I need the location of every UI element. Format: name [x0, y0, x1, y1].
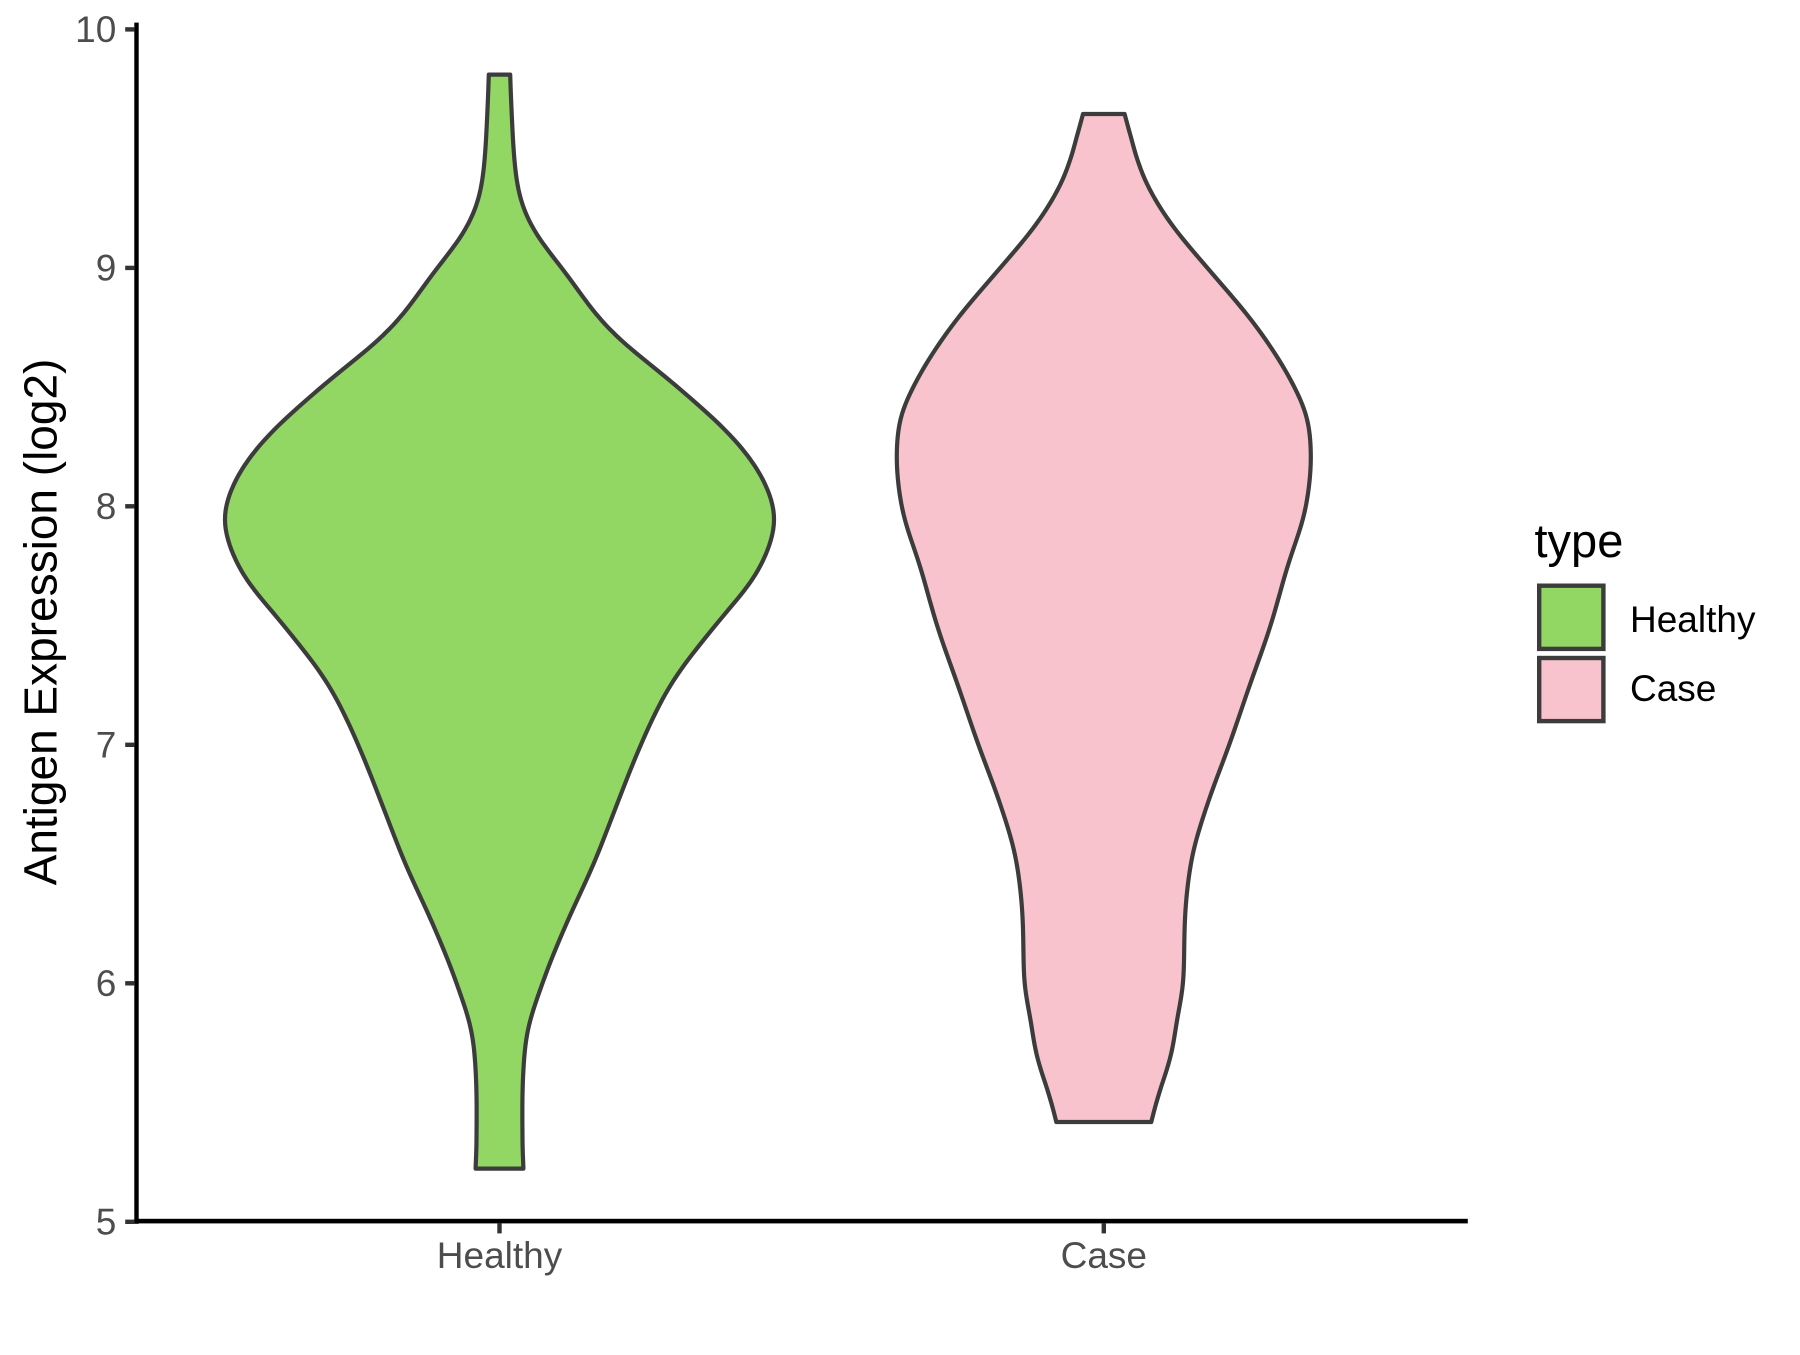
svg-text:Case: Case [1061, 1235, 1147, 1276]
svg-text:10: 10 [75, 9, 116, 50]
svg-text:Case: Case [1630, 668, 1716, 709]
svg-text:8: 8 [96, 486, 117, 527]
svg-text:6: 6 [96, 963, 117, 1004]
svg-text:Antigen Expression (log2): Antigen Expression (log2) [15, 359, 67, 886]
svg-text:type: type [1535, 514, 1624, 567]
svg-text:5: 5 [96, 1202, 117, 1243]
svg-text:7: 7 [96, 725, 117, 766]
svg-text:Healthy: Healthy [437, 1235, 563, 1276]
svg-text:9: 9 [96, 248, 117, 289]
svg-text:Healthy: Healthy [1630, 599, 1756, 640]
